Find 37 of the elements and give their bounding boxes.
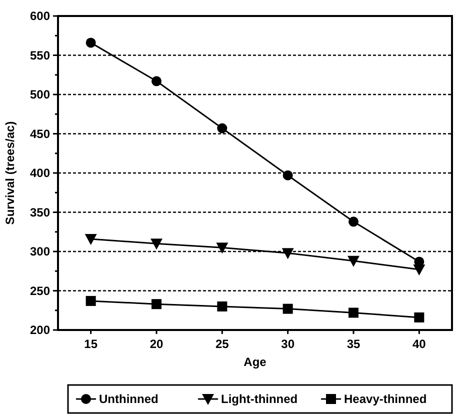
point (84, 234, 97, 245)
x-tick-label: 30 (281, 337, 295, 351)
point (86, 38, 96, 48)
point (282, 304, 293, 314)
point (152, 299, 162, 310)
point (348, 256, 360, 267)
legend-label: Light-thinned (221, 392, 298, 406)
point (348, 308, 358, 318)
x-tick-label: 20 (150, 337, 164, 351)
point (150, 238, 162, 250)
y-tick-label: 500 (30, 88, 50, 102)
point (282, 170, 293, 180)
x-tick-label: 15 (84, 337, 98, 351)
point (217, 301, 228, 312)
y-axis-title: Survival (trees/ac) (3, 121, 17, 225)
legend-label: Heavy-thinned (344, 392, 427, 406)
point (414, 312, 424, 322)
y-tick-label: 550 (30, 48, 50, 62)
x-tick-label: 25 (215, 337, 230, 351)
y-tick-label: 300 (30, 244, 50, 259)
point (413, 264, 426, 276)
point (86, 296, 96, 306)
x-axis-title: Age (244, 355, 267, 369)
y-tick-label: 250 (30, 284, 50, 298)
point (152, 76, 162, 86)
point (282, 248, 294, 260)
x-tick-label: 35 (346, 337, 360, 351)
y-tick-label: 600 (30, 9, 50, 24)
y-tick-label: 350 (30, 205, 50, 220)
point (217, 123, 228, 134)
x-tick-label: 40 (412, 337, 426, 351)
point (348, 216, 358, 227)
y-tick-label: 400 (30, 166, 50, 180)
y-tick-label: 200 (30, 323, 50, 338)
legend-label: Unthinned (99, 392, 158, 406)
y-tick-label: 450 (30, 126, 50, 141)
point (216, 242, 228, 254)
